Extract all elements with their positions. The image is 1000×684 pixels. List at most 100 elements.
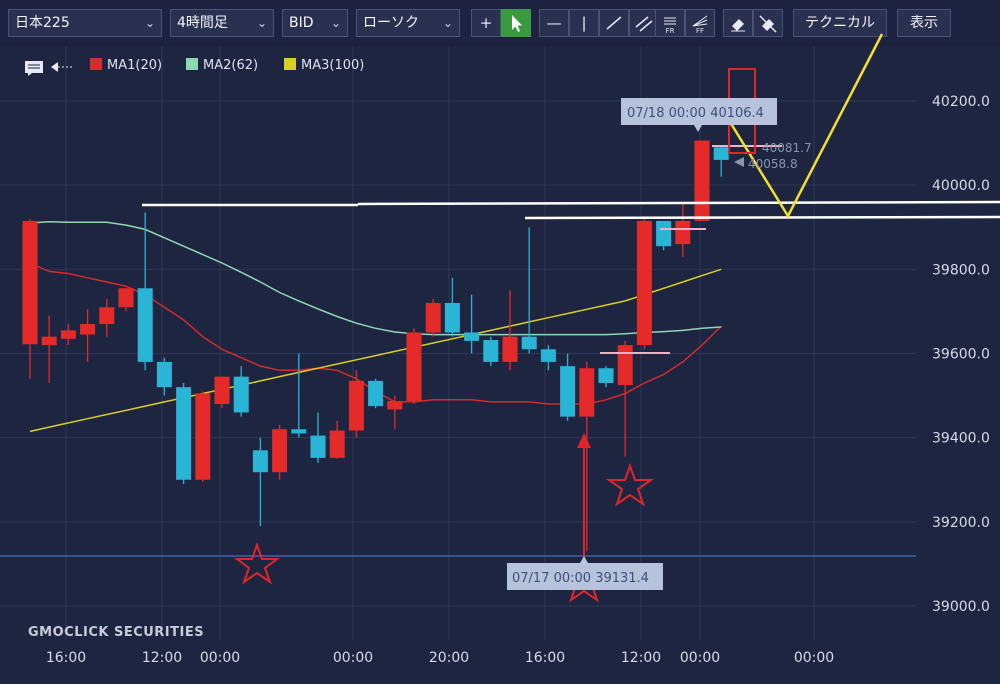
candle-up[interactable] — [348, 380, 364, 431]
candle-down[interactable] — [252, 450, 268, 473]
candle-down[interactable] — [176, 387, 192, 480]
eraser-icon[interactable] — [723, 9, 753, 37]
crosshair-icon[interactable]: + — [471, 9, 501, 37]
candle-up[interactable] — [329, 430, 345, 458]
x-tick-label: 00:00 — [333, 650, 373, 666]
channel-icon[interactable] — [629, 9, 659, 37]
y-axis: 40200.0 40000.0 39800.0 39600.0 39400.0 39200… — [932, 94, 990, 615]
price-marker-pointer — [734, 157, 744, 167]
red-star[interactable] — [234, 542, 280, 585]
y-tick-label: 40000.0 — [932, 178, 990, 194]
candle-up[interactable] — [636, 220, 652, 346]
candle-up[interactable] — [617, 345, 633, 386]
candle-down[interactable] — [483, 340, 499, 362]
x-tick-label: 20:00 — [429, 650, 469, 666]
low-label-box — [507, 563, 663, 590]
candle-up[interactable] — [214, 376, 230, 404]
candle-down[interactable] — [713, 147, 729, 160]
candle-down[interactable] — [156, 361, 172, 388]
eraser-svg — [731, 19, 745, 32]
chart-style-select[interactable]: ローソク ⌄ — [356, 9, 460, 37]
candle-down[interactable] — [598, 368, 614, 383]
technical-button[interactable]: テクニカル — [793, 9, 887, 37]
drawn-horizontal-line[interactable] — [357, 200, 1000, 206]
fibonacci-fan-button[interactable]: FF — [685, 9, 715, 37]
candle-down[interactable] — [656, 220, 672, 247]
y-tick-label: 40200.0 — [932, 94, 990, 110]
red-arrow-head[interactable] — [577, 433, 591, 448]
x-tick-label: 16:00 — [46, 650, 86, 666]
candle-up[interactable] — [118, 288, 134, 308]
symbol-select[interactable]: 日本225 ⌄ — [8, 9, 162, 37]
grid — [0, 46, 916, 640]
period-select-label: 4時間足 — [177, 15, 228, 31]
display-button[interactable]: 表示 — [897, 9, 951, 37]
y-tick-label: 39800.0 — [932, 262, 990, 278]
ma-line-2 — [29, 221, 722, 336]
high-label-pointer — [694, 125, 702, 132]
legend-ma2: MA2(62) — [186, 58, 258, 73]
candle-up[interactable] — [99, 307, 115, 325]
legend-ma1-label: MA1(20) — [107, 58, 163, 73]
candle-down[interactable] — [521, 336, 537, 350]
candle-down[interactable] — [540, 349, 556, 362]
candle-down[interactable] — [560, 366, 576, 417]
erase-all-svg — [759, 15, 777, 33]
chevron-down-icon: ⌄ — [256, 16, 267, 30]
price-type-select[interactable]: BID ⌄ — [282, 9, 348, 37]
candle-up[interactable] — [387, 401, 403, 410]
candle-up[interactable] — [60, 330, 76, 339]
candles — [22, 140, 729, 551]
candle-up[interactable] — [80, 324, 96, 335]
candle-up[interactable] — [195, 393, 211, 480]
pointer-icon-svg — [512, 15, 522, 32]
legend-ma1: MA1(20) — [90, 58, 162, 73]
candle-down[interactable] — [368, 380, 384, 407]
ff-label: FF — [695, 27, 705, 35]
candle-down[interactable] — [444, 303, 460, 333]
drawn-horizontal-line[interactable] — [524, 215, 1000, 220]
chevron-down-icon: ⌄ — [330, 16, 341, 30]
candle-up[interactable] — [694, 140, 710, 221]
horizontal-line-icon[interactable]: — — [539, 9, 569, 37]
trend-line-svg — [606, 16, 622, 30]
candle-down[interactable] — [291, 429, 307, 434]
overlay-drawings: 07/18 00:00 40106.4 07/17 00:00 39131.4 … — [0, 33, 1000, 603]
candle-up[interactable] — [22, 220, 38, 345]
candle-up[interactable] — [41, 336, 57, 346]
comment-icon[interactable] — [24, 60, 44, 80]
candle-down[interactable] — [464, 332, 480, 341]
period-select[interactable]: 4時間足 ⌄ — [170, 9, 274, 37]
y-tick-label: 39400.0 — [932, 431, 990, 447]
chevron-down-icon: ⌄ — [442, 16, 453, 30]
x-tick-label: 00:00 — [794, 650, 834, 666]
legend-ma2-label: MA2(62) — [203, 58, 259, 73]
price-type-label: BID — [289, 15, 314, 31]
x-tick-label: 00:00 — [200, 650, 240, 666]
fibonacci-retracement-button[interactable]: FR — [655, 9, 685, 37]
vertical-line-icon[interactable]: | — [569, 9, 599, 37]
comment-svg — [25, 61, 43, 76]
candle-up[interactable] — [675, 220, 691, 245]
x-tick-label: 12:00 — [621, 650, 661, 666]
y-tick-label: 39200.0 — [932, 515, 990, 531]
back-arrow-icon[interactable] — [50, 60, 74, 78]
high-label: 07/18 00:00 40106.4 — [627, 106, 764, 121]
pointer-icon[interactable] — [501, 9, 531, 37]
trend-line-icon[interactable] — [599, 9, 629, 37]
erase-all-icon[interactable] — [753, 9, 783, 37]
candle-up[interactable] — [406, 332, 422, 402]
candle-down[interactable] — [137, 288, 153, 362]
candle-down[interactable] — [233, 376, 249, 413]
brand-logo: GMOCLICK SECURITIES — [28, 625, 204, 640]
candle-up[interactable] — [425, 303, 441, 333]
red-star[interactable] — [605, 463, 655, 507]
candle-down[interactable] — [310, 435, 326, 458]
toolbar: 日本225 ⌄ 4時間足 ⌄ BID ⌄ ローソク ⌄ + — | FR FF … — [0, 0, 1000, 46]
candle-up[interactable] — [502, 336, 518, 362]
x-axis: 16:00 12:00 00:00 00:00 20:00 16:00 12:00 00:00… — [46, 650, 834, 666]
candle-up[interactable] — [272, 429, 288, 473]
legend-ma3-label: MA3(100) — [301, 58, 365, 73]
candle-up[interactable] — [579, 368, 595, 417]
